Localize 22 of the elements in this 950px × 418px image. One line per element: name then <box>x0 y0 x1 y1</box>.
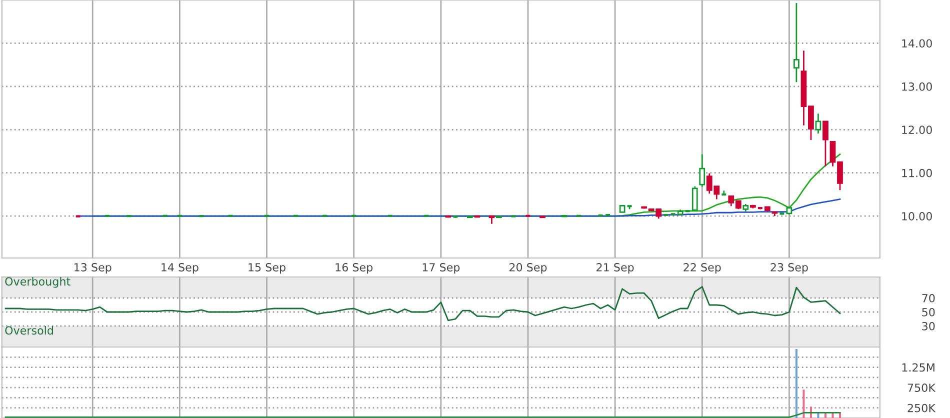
x-tick-label: 13 Sep <box>74 263 112 274</box>
y-tick-label: 70 <box>922 294 935 302</box>
band-label: Oversold <box>5 326 53 335</box>
x-tick-label: 15 Sep <box>248 263 286 274</box>
x-tick-label: 17 Sep <box>422 263 460 274</box>
y-tick-label: 13.00 <box>902 82 932 91</box>
y-tick-label: 1.25M <box>902 363 934 372</box>
x-tick-label: 20 Sep <box>509 263 547 274</box>
x-tick-label: 14 Sep <box>162 263 198 274</box>
x-tick-label: 21 Sep <box>596 263 634 274</box>
x-tick-label: 23 Sep <box>770 263 808 274</box>
x-tick-label: 22 Sep <box>684 263 721 274</box>
y-tick-label: 50 <box>922 308 935 316</box>
y-tick-label: 14.00 <box>902 39 932 48</box>
y-tick-label: 10.00 <box>902 212 932 220</box>
y-tick-label: 250K <box>908 404 936 412</box>
y-tick-label: 30 <box>922 322 935 330</box>
x-tick-label: 16 Sep <box>336 263 373 274</box>
y-tick-label: 12.00 <box>902 126 932 134</box>
band-label: Overbought <box>5 277 70 288</box>
y-tick-label: 750K <box>908 384 936 392</box>
y-tick-label: 11.00 <box>902 168 932 178</box>
